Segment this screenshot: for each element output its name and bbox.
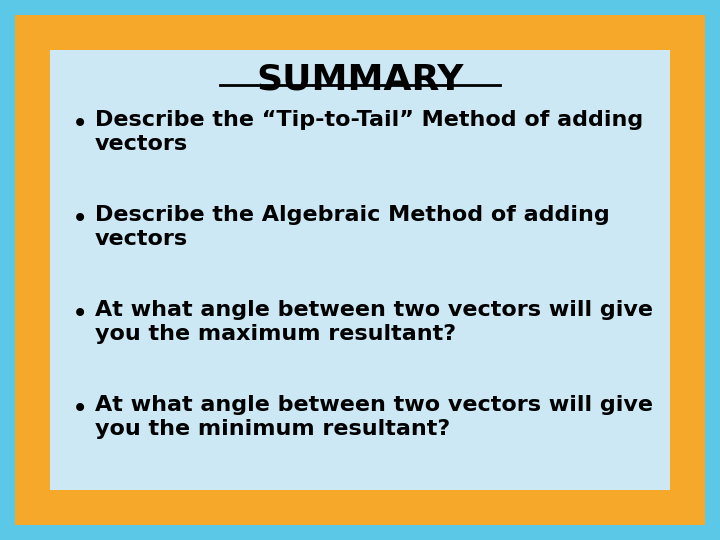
Text: •: • [72,395,89,423]
Text: At what angle between two vectors will give
you the minimum resultant?: At what angle between two vectors will g… [95,395,653,439]
Text: At what angle between two vectors will give
you the maximum resultant?: At what angle between two vectors will g… [95,300,653,344]
Text: •: • [72,300,89,328]
Text: Describe the Algebraic Method of adding
vectors: Describe the Algebraic Method of adding … [95,205,610,249]
Text: •: • [72,205,89,233]
Text: •: • [72,110,89,138]
Text: Describe the “Tip-to-Tail” Method of adding
vectors: Describe the “Tip-to-Tail” Method of add… [95,110,643,154]
Bar [50,50,670,490]
Text: SUMMARY: SUMMARY [256,62,464,96]
